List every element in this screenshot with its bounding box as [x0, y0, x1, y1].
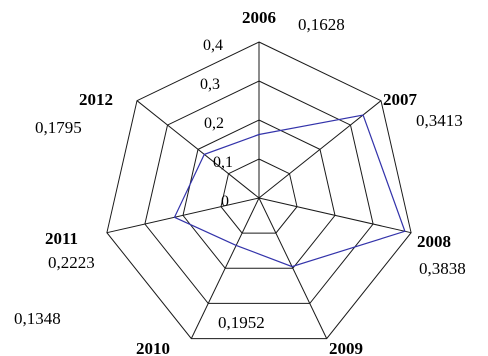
- value-label-2006: 0,1628: [298, 15, 345, 34]
- value-label-2009: 0,1952: [218, 313, 265, 332]
- radial-tick-label: 0: [221, 193, 229, 210]
- value-labels: 0,1628 0,3413 0,3838 0,1952 0,1348 0,2223 0,17…: [14, 15, 466, 332]
- spoke-2010: [190, 197, 260, 339]
- value-label-2007: 0,3413: [416, 111, 463, 130]
- category-label-2010: 2010: [136, 339, 170, 356]
- series-line-0: [173, 114, 406, 268]
- radial-tick-label: 0,1: [213, 154, 233, 171]
- category-labels: 2006 2007 2008 2009 2010 2011 2012: [45, 8, 451, 356]
- category-label-2006: 2006: [242, 8, 276, 27]
- radial-tick-label: 0,4: [203, 37, 223, 54]
- spoke-2007: [258, 100, 382, 199]
- value-label-2012: 0,1795: [35, 118, 82, 137]
- grid-ring-1: [220, 158, 298, 234]
- spoke-2012: [136, 100, 260, 199]
- radial-tick-label: 0,2: [204, 115, 224, 132]
- radar-spokes: [106, 42, 412, 339]
- radial-tick-label: 0,3: [200, 76, 220, 93]
- grid-ring-2: [182, 119, 336, 269]
- radial-tick-labels: 0 0,1 0,2 0,3 0,4: [200, 37, 233, 210]
- grid-ring-3: [144, 80, 374, 304]
- value-label-2008: 0,3838: [419, 259, 466, 278]
- value-label-2011: 0,2223: [48, 253, 95, 272]
- radar-grid: [106, 41, 412, 340]
- spoke-2009: [258, 197, 328, 339]
- grid-ring-4: [106, 41, 412, 340]
- category-label-2011: 2011: [45, 229, 78, 248]
- category-label-2008: 2008: [417, 232, 451, 251]
- category-label-2012: 2012: [79, 90, 113, 109]
- spoke-2008: [258, 197, 412, 234]
- value-label-2010: 0,1348: [14, 309, 61, 328]
- category-label-2009: 2009: [329, 339, 363, 356]
- category-label-2007: 2007: [383, 90, 418, 109]
- radar-series: [173, 114, 406, 268]
- spoke-2011: [106, 197, 260, 234]
